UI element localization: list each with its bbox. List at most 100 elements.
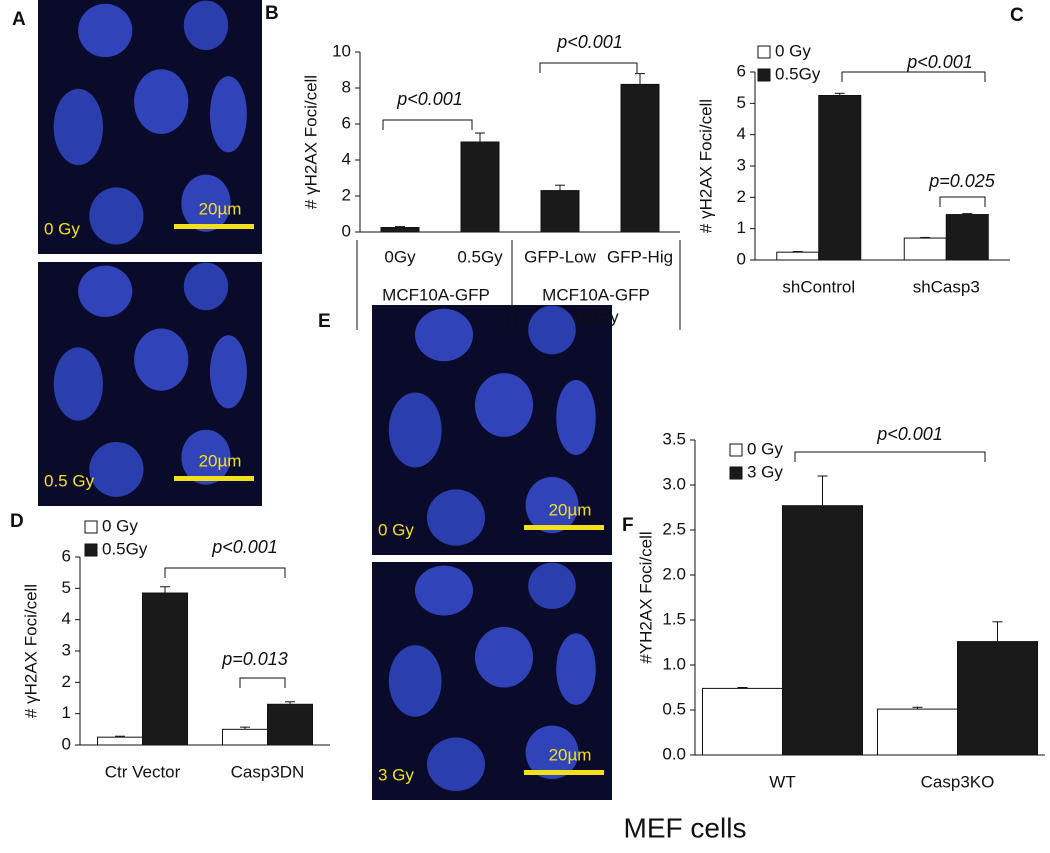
y-tick-label: 10 — [332, 41, 351, 60]
x-tick-label: Casp3DN — [231, 762, 305, 781]
bar — [702, 687, 783, 756]
nucleus — [388, 645, 442, 717]
bar — [142, 592, 188, 746]
image-label: 0.5 Gy — [44, 471, 95, 490]
error-bar — [912, 706, 923, 710]
nucleus — [525, 476, 579, 534]
x-tick-label: Casp3KO — [921, 772, 995, 791]
error-bar — [555, 184, 565, 191]
bracket — [164, 567, 286, 578]
image-label: 3 Gy — [378, 765, 414, 784]
bracket — [794, 451, 986, 462]
bar — [620, 83, 660, 233]
bar — [903, 237, 947, 261]
scale-label: 20µm — [199, 451, 242, 470]
nucleus — [209, 76, 247, 153]
annotation: p<0.001 — [556, 32, 623, 52]
error-bar — [635, 73, 645, 85]
group-label: MCF10A-GFP — [382, 285, 490, 304]
y-axis-label: # γH2AX Foci/cell — [696, 99, 715, 233]
nucleus — [525, 725, 579, 780]
bar — [97, 736, 143, 746]
y-tick-label: 5 — [62, 578, 71, 597]
x-tick-label: WT — [769, 772, 795, 791]
nucleus — [474, 626, 534, 688]
panel-label: C — [1010, 5, 1024, 26]
bar — [957, 641, 1038, 756]
annotation: p=0.025 — [928, 171, 996, 191]
x-tick-label: GFP-Low — [524, 247, 597, 266]
x-tick-label: 0Gy — [384, 247, 416, 266]
bar — [945, 214, 989, 261]
legend-label: 0.5Gy — [102, 539, 148, 558]
x-tick-label: shControl — [782, 277, 855, 296]
error-bar — [285, 701, 295, 705]
group-label: 0.5Gy — [573, 307, 619, 326]
nucleus — [53, 347, 103, 421]
x-tick-label: GFP-Hig — [607, 247, 673, 266]
legend-label: 0 Gy — [775, 41, 811, 60]
legend-swatch — [729, 466, 743, 480]
bracket — [939, 196, 986, 207]
legend-swatch — [84, 543, 98, 557]
y-tick-label: 1.5 — [662, 609, 686, 628]
error-bar — [834, 92, 845, 96]
panel-label: A — [12, 9, 26, 30]
y-tick-label: 3.0 — [662, 474, 686, 493]
y-tick-label: 0 — [62, 734, 71, 753]
y-tick-label: 1 — [62, 703, 71, 722]
bar — [222, 728, 268, 746]
nucleus — [388, 392, 442, 468]
image-label: 0 Gy — [44, 219, 80, 238]
y-tick-label: 2 — [342, 185, 351, 204]
panel-label: F — [622, 515, 634, 536]
y-tick-label: 8 — [342, 77, 351, 96]
bar — [540, 190, 580, 233]
nucleus — [528, 562, 576, 610]
nucleus — [414, 565, 474, 616]
nucleus — [528, 305, 576, 355]
nucleus — [78, 265, 133, 317]
footer: MEF cells — [624, 812, 747, 843]
bar — [818, 95, 862, 261]
y-tick-label: 2.0 — [662, 564, 686, 583]
y-axis-label: #YH2AX Foci/cell — [636, 531, 655, 663]
y-tick-label: 5 — [737, 93, 746, 112]
error-bar — [992, 621, 1003, 642]
x-tick-label: Ctr Vector — [105, 762, 181, 781]
y-tick-label: 2 — [62, 672, 71, 691]
legend-label: 0 Gy — [102, 516, 138, 535]
y-tick-label: 3 — [737, 155, 746, 174]
scale-label: 20µm — [199, 199, 242, 218]
annotation: p<0.001 — [906, 52, 973, 72]
scale-bar — [174, 476, 254, 481]
error-bar — [160, 586, 170, 594]
y-axis-label: # γH2AX Foci/cell — [21, 584, 40, 718]
error-bar — [737, 687, 748, 689]
nucleus — [414, 308, 474, 362]
y-tick-label: 1.0 — [662, 654, 686, 673]
nucleus — [183, 0, 229, 51]
bracket — [841, 71, 986, 82]
error-bar — [395, 226, 405, 228]
bar — [776, 251, 820, 261]
y-tick-label: 0 — [737, 249, 746, 268]
nucleus — [78, 3, 133, 58]
legend-label: 3 Gy — [747, 462, 783, 481]
y-tick-label: 0.0 — [662, 744, 686, 763]
nucleus — [183, 262, 229, 311]
scale-label: 20µm — [549, 745, 592, 764]
y-tick-label: 6 — [62, 546, 71, 565]
y-tick-label: 0 — [342, 221, 351, 240]
legend-swatch — [757, 68, 771, 82]
nucleus — [426, 737, 486, 792]
legend-swatch — [729, 443, 743, 457]
y-tick-label: 4 — [62, 609, 71, 628]
nucleus — [556, 380, 596, 455]
scale-label: 20µm — [549, 500, 592, 519]
image-label: 0 Gy — [378, 520, 414, 539]
nucleus — [89, 441, 144, 497]
error-bar — [817, 475, 828, 506]
error-bar — [792, 251, 803, 253]
nucleus — [134, 69, 189, 134]
